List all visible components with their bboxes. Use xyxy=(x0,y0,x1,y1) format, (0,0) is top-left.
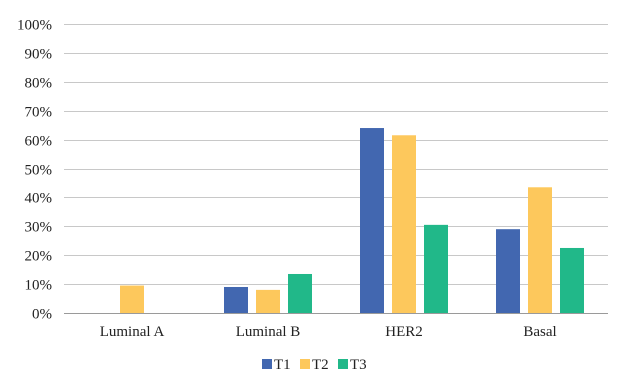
bar-t2-luminal-b xyxy=(256,289,280,313)
y-tick-label: 10% xyxy=(25,278,53,294)
bar-t1-luminal-b xyxy=(224,286,248,313)
y-tick-label: 50% xyxy=(25,163,53,179)
legend-swatch-t2 xyxy=(300,359,310,369)
y-tick-label: 90% xyxy=(25,47,53,63)
legend-label-t3: T3 xyxy=(350,357,367,373)
x-category-label: Luminal B xyxy=(236,324,301,340)
bar-t1-her2 xyxy=(360,128,384,313)
gridlines xyxy=(64,24,608,314)
y-tick-label: 30% xyxy=(25,220,53,236)
legend-swatch-t3 xyxy=(338,359,348,369)
bar-t2-basal xyxy=(528,187,552,313)
y-tick-label: 80% xyxy=(25,76,53,92)
x-category-label: Basal xyxy=(523,324,556,340)
y-tick-label: 20% xyxy=(25,249,53,265)
y-axis-tick-labels: 0% 10% 20% 30% 40% 50% 60% 70% 80% 90% 100% xyxy=(17,18,52,323)
x-category-label: Luminal A xyxy=(100,324,165,340)
x-axis-category-labels: Luminal A Luminal B HER2 Basal xyxy=(100,324,557,340)
legend-label-t2: T2 xyxy=(312,357,329,373)
legend: T1 T2 T3 xyxy=(262,357,367,373)
bar-t3-her2 xyxy=(424,224,448,313)
bar-t3-basal xyxy=(560,247,584,313)
bar-t2-her2 xyxy=(392,135,416,313)
legend-swatch-t1 xyxy=(262,359,272,369)
legend-label-t1: T1 xyxy=(274,357,291,373)
bar-t2-luminal-a xyxy=(120,285,144,313)
y-tick-label: 100% xyxy=(17,18,52,34)
y-tick-label: 60% xyxy=(25,134,53,150)
x-category-label: HER2 xyxy=(385,324,423,340)
bar-t3-luminal-b xyxy=(288,273,312,313)
bar-t1-basal xyxy=(496,229,520,313)
y-tick-label: 40% xyxy=(25,191,53,207)
y-tick-label: 70% xyxy=(25,105,53,121)
y-tick-label: 0% xyxy=(32,307,52,323)
bars xyxy=(120,128,584,313)
